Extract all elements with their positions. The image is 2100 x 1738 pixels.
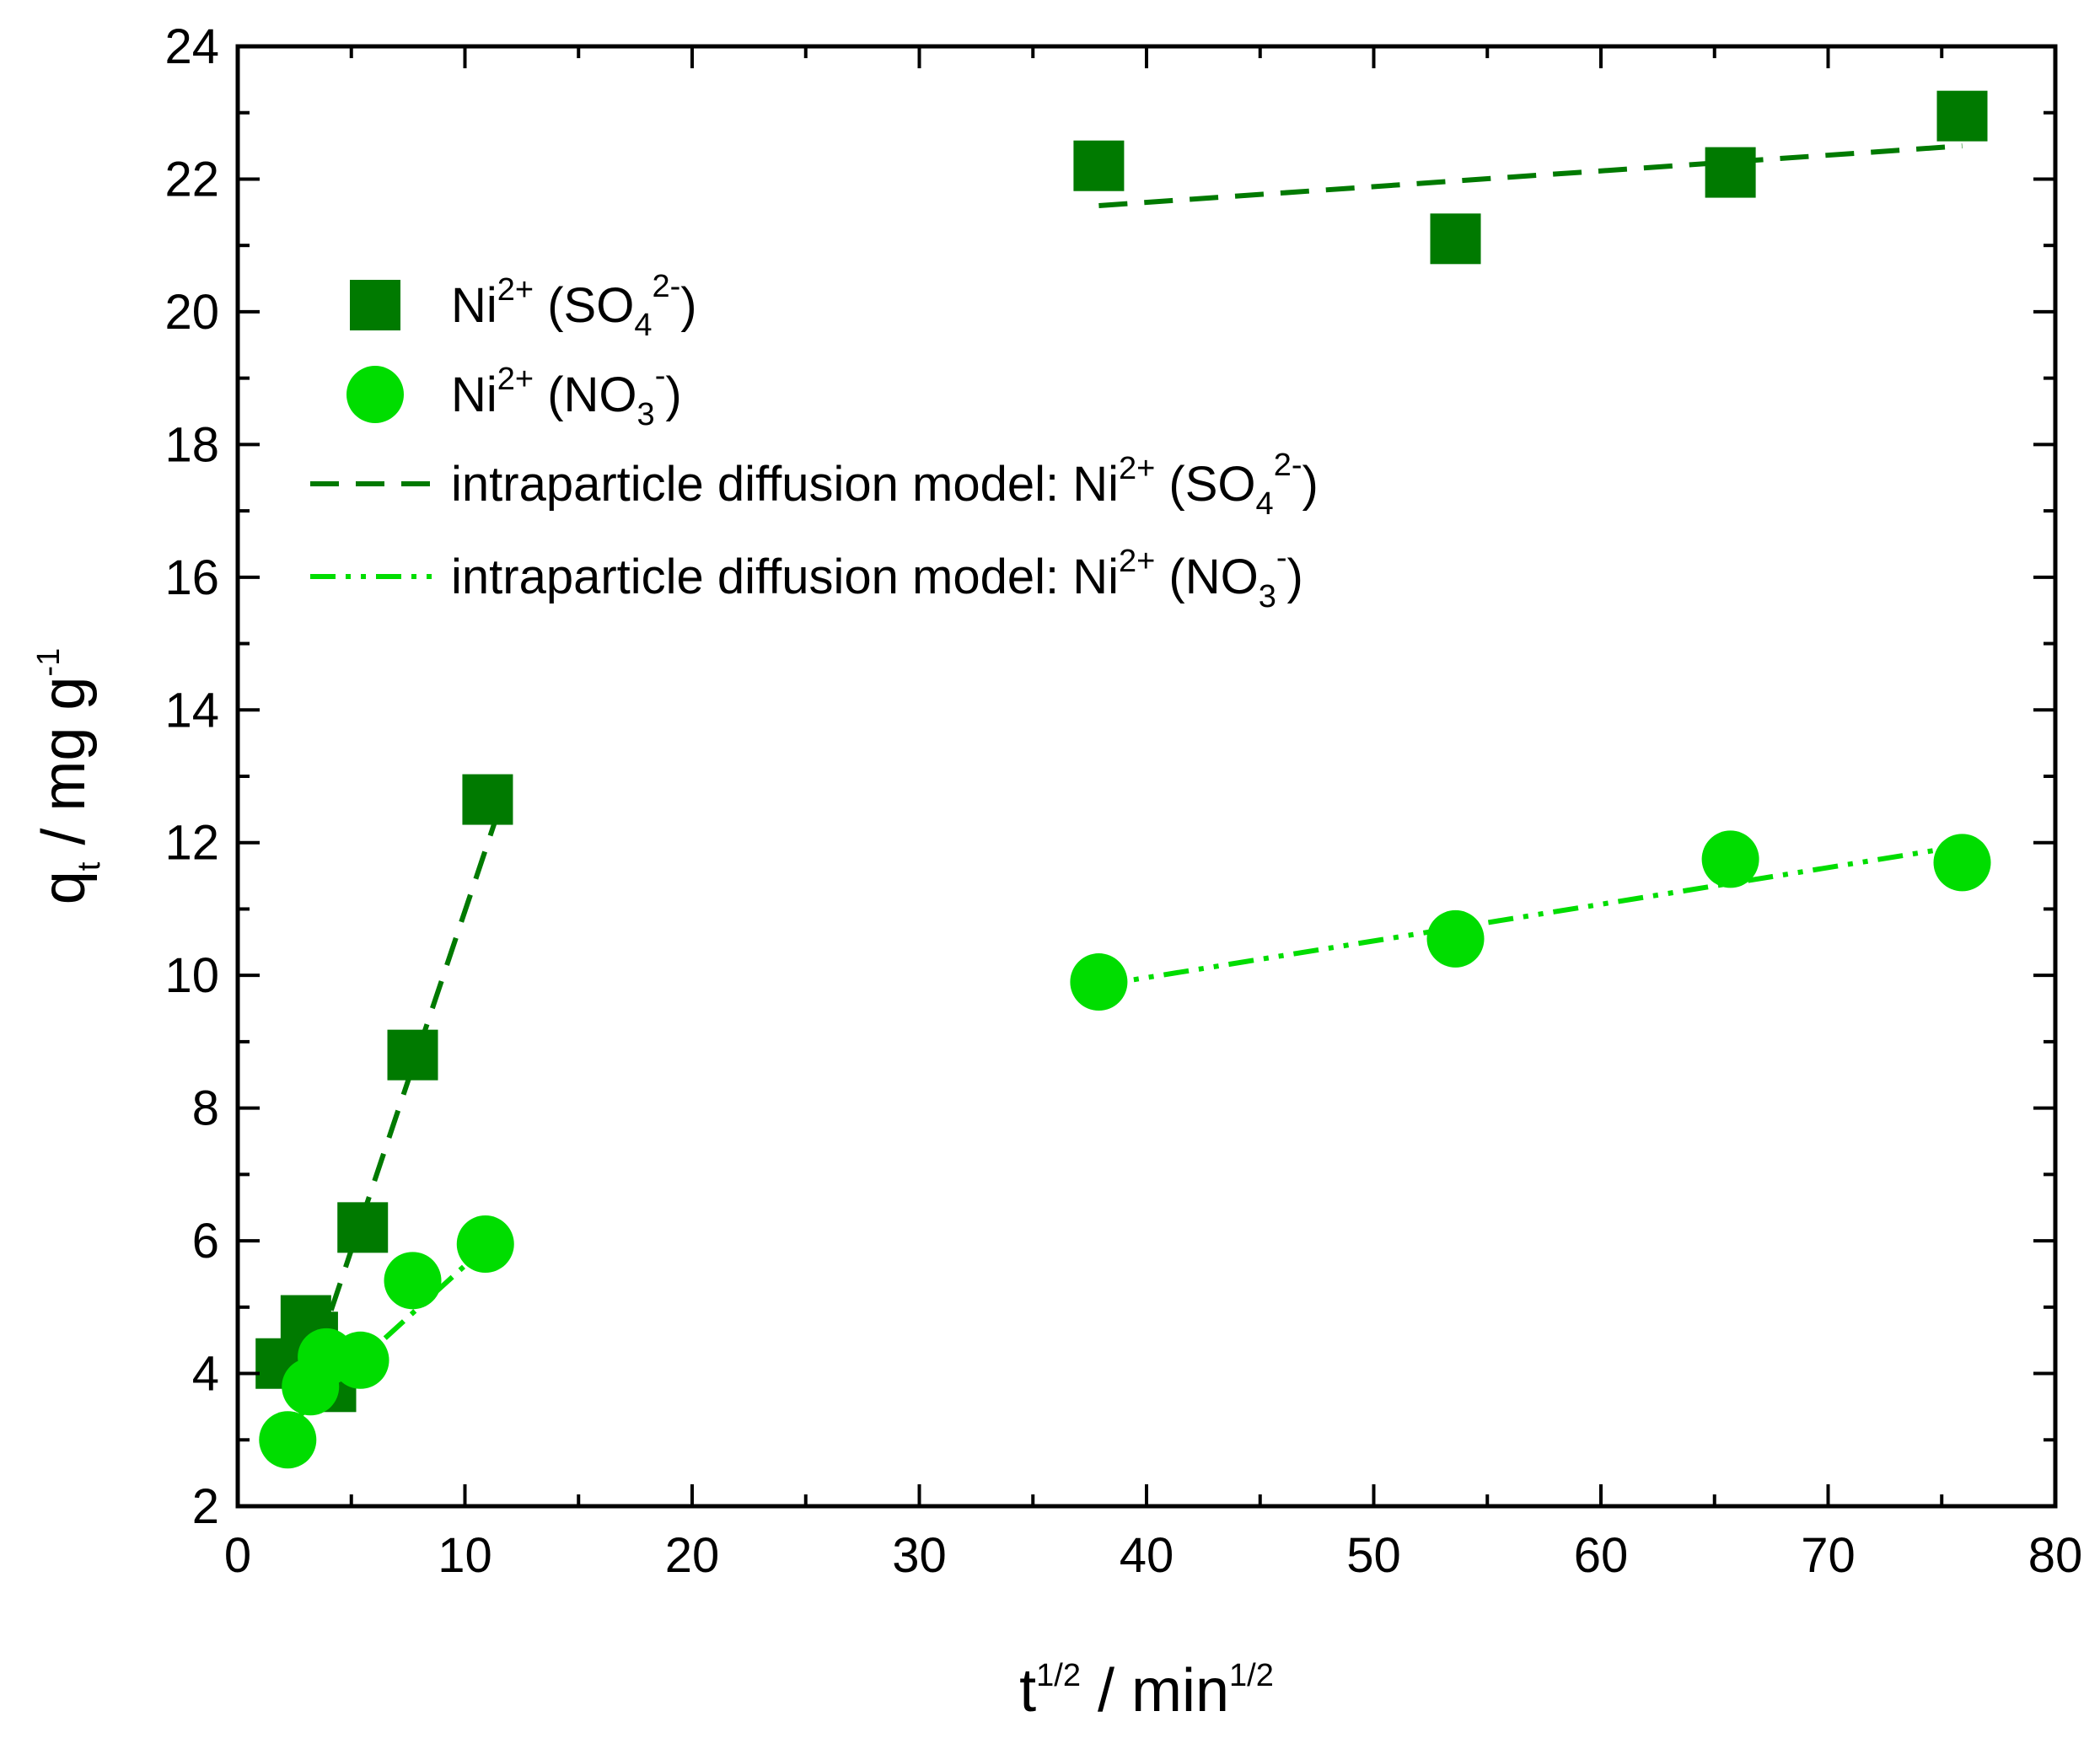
y-tick-label: 20: [164, 285, 219, 340]
legend-circle-symbol: [346, 366, 404, 423]
data-point-no3: [1701, 830, 1759, 888]
y-axis-title: qt / mg g-1: [30, 648, 107, 904]
data-point-so4: [337, 1202, 389, 1253]
data-point-no3: [456, 1215, 514, 1274]
legend-label: Ni2+ (SO42-): [451, 269, 697, 343]
data-point-no3: [1933, 834, 1991, 892]
y-tick-label: 22: [164, 152, 219, 207]
x-tick-label: 10: [438, 1528, 492, 1583]
data-point-no3: [331, 1331, 389, 1389]
y-tick-label: 14: [164, 683, 219, 738]
x-tick-label: 70: [1801, 1528, 1856, 1583]
fit-line-so4: [1098, 143, 1963, 208]
data-point-so4: [1705, 147, 1756, 198]
y-tick-label: 6: [192, 1214, 219, 1269]
fit-line-no3: [286, 1238, 494, 1429]
x-tick-label: 20: [665, 1528, 720, 1583]
legend-square-symbol: [350, 280, 400, 330]
data-point-so4: [1073, 140, 1125, 191]
data-point-so4: [1936, 90, 1988, 142]
fit-line-no3: [1098, 843, 1963, 988]
x-tick-label: 0: [224, 1528, 251, 1583]
y-tick-label: 18: [164, 417, 219, 472]
legend: Ni2+ (SO42-) Ni2+ (NO3-) intraparticle dif…: [310, 269, 1319, 614]
legend-label: Ni2+ (NO3-): [451, 358, 682, 432]
x-tick-label: 40: [1120, 1528, 1174, 1583]
data-point-no3: [1070, 953, 1128, 1011]
x-tick-label: 80: [2028, 1528, 2083, 1583]
legend-label: intraparticle diffusion model: Ni2+ (SO4…: [451, 448, 1319, 522]
legend-label: intraparticle diffusion model: Ni2+ (NO3…: [451, 540, 1303, 614]
y-tick-label: 16: [164, 550, 219, 605]
y-tick-label: 2: [192, 1479, 219, 1534]
y-tick-label: 8: [192, 1081, 219, 1136]
x-tick-label: 30: [892, 1528, 947, 1583]
data-markers: [255, 90, 1991, 1469]
fit-lines: [285, 143, 1963, 1441]
data-point-so4: [462, 774, 513, 825]
data-point-no3: [384, 1252, 442, 1310]
data-point-no3: [259, 1411, 317, 1469]
x-tick-label: 60: [1574, 1528, 1629, 1583]
data-point-so4: [1430, 213, 1481, 265]
x-tick-label: 50: [1346, 1528, 1401, 1583]
x-axis-title: t1/2 / min1/2: [1019, 1657, 1274, 1725]
data-point-no3: [1426, 909, 1485, 968]
data-point-so4: [387, 1029, 438, 1081]
y-tick-label: 12: [164, 816, 219, 871]
y-tick-label: 10: [164, 948, 219, 1003]
y-tick-label: 4: [192, 1347, 219, 1402]
y-tick-label: 24: [164, 19, 219, 74]
